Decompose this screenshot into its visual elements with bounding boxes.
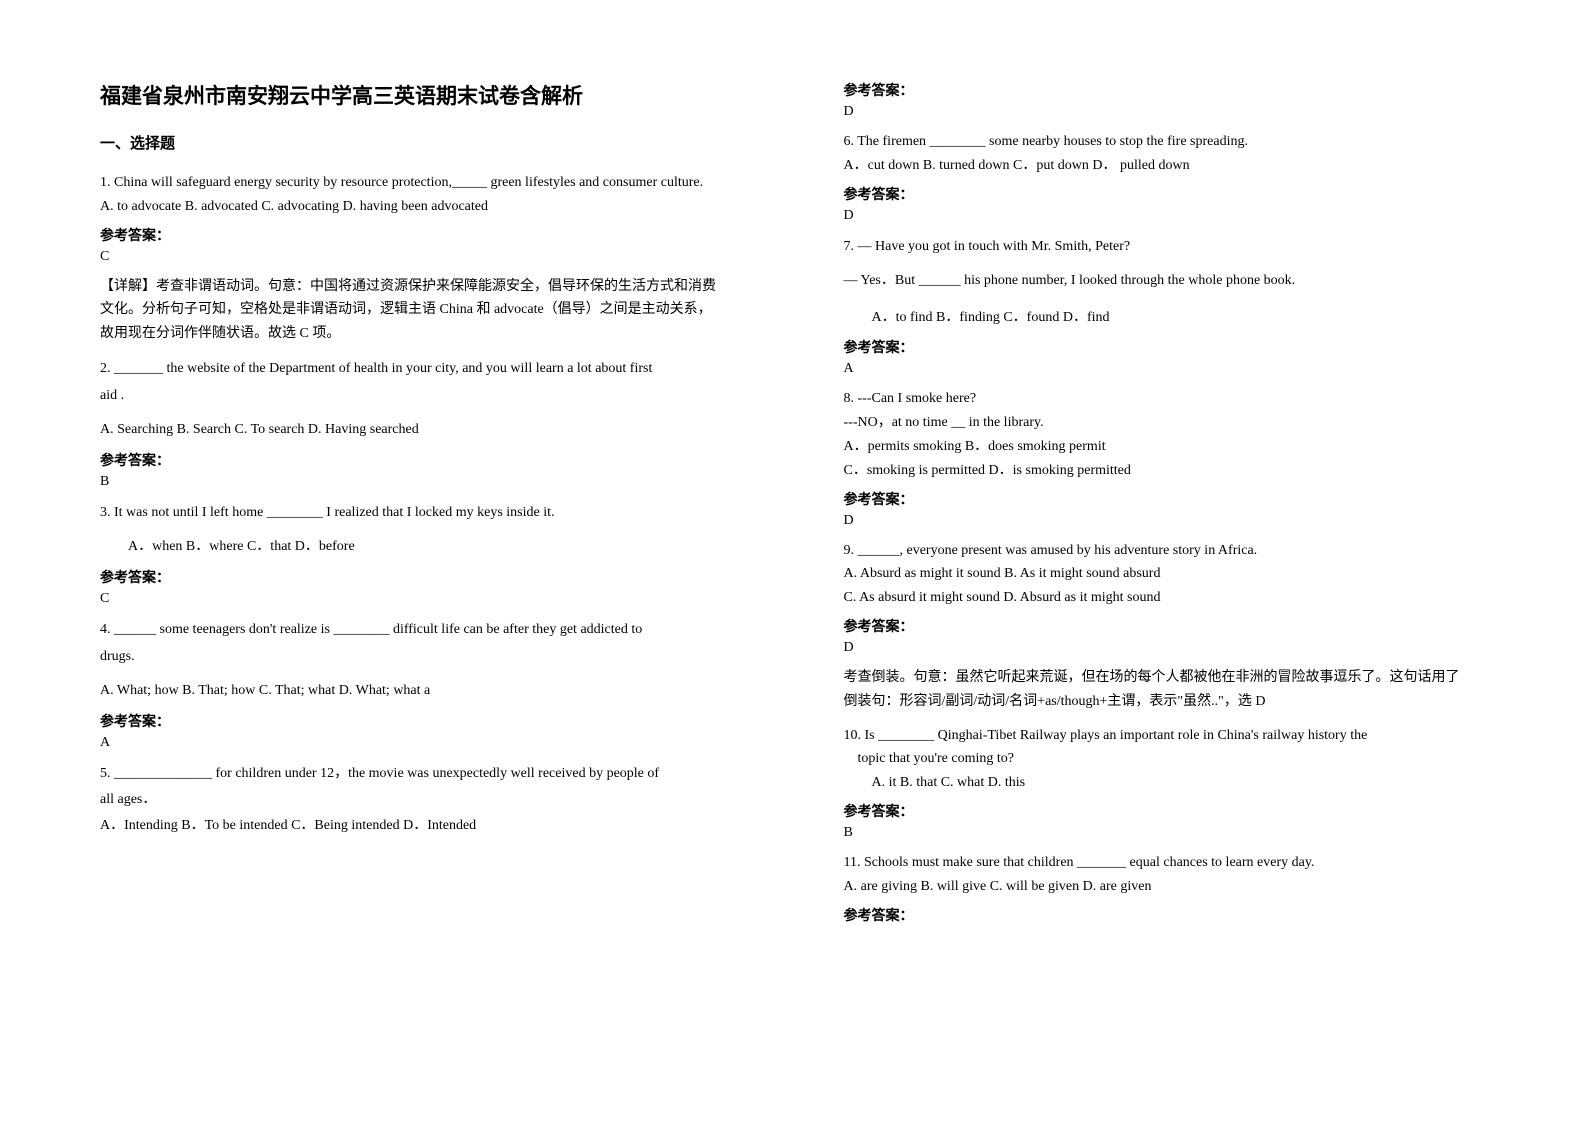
q4-stem: 4. ______ some teenagers don't realize i… xyxy=(100,617,784,644)
question-4: 4. ______ some teenagers don't realize i… xyxy=(100,617,784,751)
q11-stem: 11. Schools must make sure that children… xyxy=(844,851,1528,875)
q9-answer: D xyxy=(844,640,1528,656)
question-1: 1. China will safeguard energy security … xyxy=(100,171,784,346)
q11-options: A. are giving B. will give C. will be gi… xyxy=(844,875,1528,899)
answer-label: 参考答案： xyxy=(100,567,784,587)
question-7: 7. — Have you got in touch with Mr. Smit… xyxy=(844,234,1528,378)
answer-label: 参考答案： xyxy=(844,905,1528,925)
left-column: 福建省泉州市南安翔云中学高三英语期末试卷含解析 一、选择题 1. China w… xyxy=(100,80,784,935)
q8-options: C．smoking is permitted D．is smoking perm… xyxy=(844,459,1528,483)
answer-label: 参考答案： xyxy=(100,711,784,731)
q3-options: A．when B．where C．that D．before xyxy=(100,534,784,561)
right-column: 参考答案： D 6. The firemen ________ some nea… xyxy=(844,80,1528,935)
question-11: 11. Schools must make sure that children… xyxy=(844,851,1528,925)
answer-label: 参考答案： xyxy=(100,225,784,245)
answer-label: 参考答案： xyxy=(844,489,1528,509)
q6-options: A．cut down B. turned down C．put down D． … xyxy=(844,154,1528,178)
answer-label: 参考答案： xyxy=(844,80,1528,100)
q10-options: A. it B. that C. what D. this xyxy=(844,771,1528,795)
q1-answer: C xyxy=(100,249,784,265)
q10-stem: topic that you're coming to? xyxy=(844,747,1528,771)
q6-stem: 6. The firemen ________ some nearby hous… xyxy=(844,130,1528,154)
q5-options: A．Intending B．To be intended C．Being int… xyxy=(100,814,784,838)
q8-answer: D xyxy=(844,513,1528,529)
q8-options: A．permits smoking B．does smoking permit xyxy=(844,435,1528,459)
q1-explanation: 文化。分析句子可知，空格处是非谓语动词，逻辑主语 China 和 advocat… xyxy=(100,298,784,322)
q9-explanation: 倒装句：形容词/副词/动词/名词+as/though+主谓，表示"虽然.."，选… xyxy=(844,690,1528,714)
exam-title: 福建省泉州市南安翔云中学高三英语期末试卷含解析 xyxy=(100,80,784,110)
q9-stem: 9. ______, everyone present was amused b… xyxy=(844,539,1528,563)
answer-label: 参考答案： xyxy=(100,450,784,470)
q1-options: A. to advocate B. advocated C. advocatin… xyxy=(100,195,784,219)
q3-answer: C xyxy=(100,591,784,607)
q2-answer: B xyxy=(100,474,784,490)
q7-stem: — Yes．But ______ his phone number, I loo… xyxy=(844,268,1528,295)
question-9: 9. ______, everyone present was amused b… xyxy=(844,539,1528,714)
question-2: 2. _______ the website of the Department… xyxy=(100,356,784,490)
q9-options: C. As absurd it might sound D. Absurd as… xyxy=(844,586,1528,610)
question-8: 8. ---Can I smoke here? ---NO，at no time… xyxy=(844,387,1528,528)
q10-answer: B xyxy=(844,825,1528,841)
q2-stem: 2. _______ the website of the Department… xyxy=(100,356,784,383)
q2-options: A. Searching B. Search C. To search D. H… xyxy=(100,417,784,444)
answer-label: 参考答案： xyxy=(844,616,1528,636)
question-10: 10. Is ________ Qinghai-Tibet Railway pl… xyxy=(844,724,1528,841)
q9-explanation: 考查倒装。句意：虽然它听起来荒诞，但在场的每个人都被他在非洲的冒险故事逗乐了。这… xyxy=(844,666,1528,690)
answer-label: 参考答案： xyxy=(844,801,1528,821)
q7-stem: 7. — Have you got in touch with Mr. Smit… xyxy=(844,234,1528,261)
section-heading: 一、选择题 xyxy=(100,132,784,153)
q4-answer: A xyxy=(100,735,784,751)
q7-options: A．to find B．finding C．found D．find xyxy=(844,305,1528,332)
answer-label: 参考答案： xyxy=(844,337,1528,357)
q1-stem: 1. China will safeguard energy security … xyxy=(100,171,784,195)
q9-options: A. Absurd as might it sound B. As it mig… xyxy=(844,562,1528,586)
q8-stem: ---NO，at no time __ in the library. xyxy=(844,411,1528,435)
q5-stem: 5. ______________ for children under 12，… xyxy=(100,761,784,788)
q4-options: A. What; how B. That; how C. That; what … xyxy=(100,678,784,705)
question-3: 3. It was not until I left home ________… xyxy=(100,500,784,607)
q5-stem: all ages． xyxy=(100,787,784,814)
q1-explanation: 故用现在分词作伴随状语。故选 C 项。 xyxy=(100,322,784,346)
question-6: 6. The firemen ________ some nearby hous… xyxy=(844,130,1528,224)
question-5: 5. ______________ for children under 12，… xyxy=(100,761,784,838)
q8-stem: 8. ---Can I smoke here? xyxy=(844,387,1528,411)
q1-explanation: 【详解】考查非谓语动词。句意：中国将通过资源保护来保障能源安全，倡导环保的生活方… xyxy=(100,275,784,299)
q6-answer: D xyxy=(844,208,1528,224)
q5-answer: D xyxy=(844,104,1528,120)
q2-stem: aid . xyxy=(100,383,784,410)
q4-stem: drugs. xyxy=(100,644,784,671)
q3-stem: 3. It was not until I left home ________… xyxy=(100,500,784,527)
answer-label: 参考答案： xyxy=(844,184,1528,204)
q10-stem: 10. Is ________ Qinghai-Tibet Railway pl… xyxy=(844,724,1528,748)
q7-answer: A xyxy=(844,361,1528,377)
